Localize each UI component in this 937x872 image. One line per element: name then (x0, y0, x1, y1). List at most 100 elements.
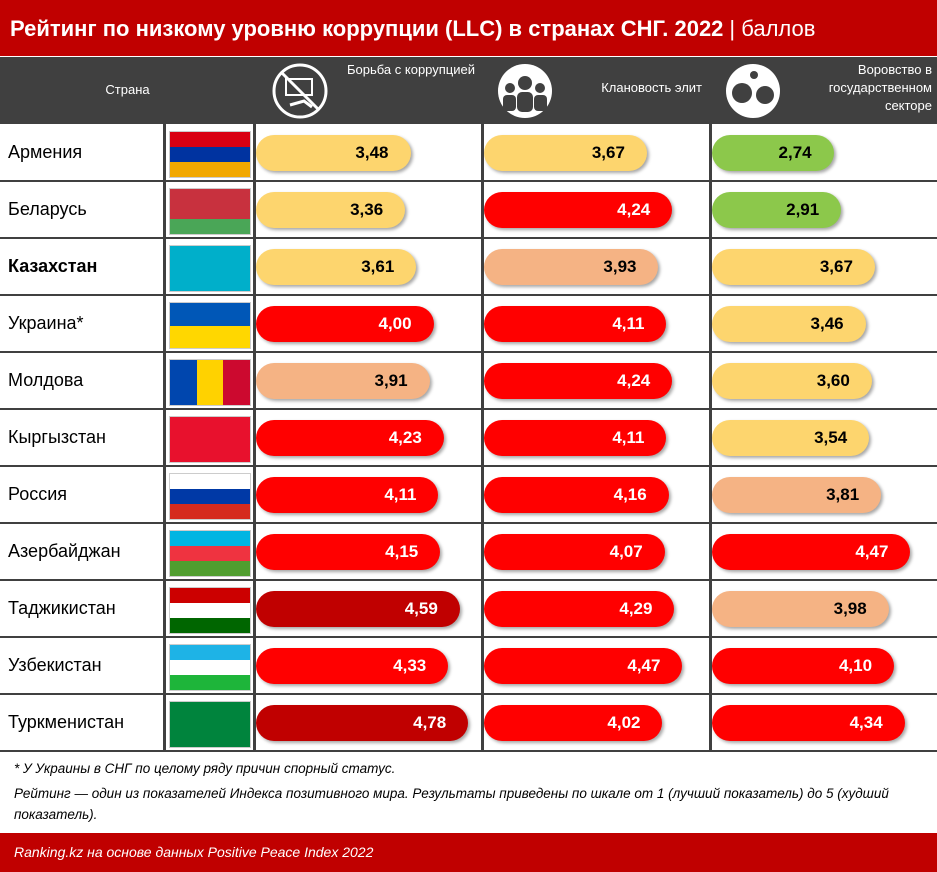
bar (256, 705, 469, 741)
category-label: Туркменистан (8, 712, 125, 732)
bar (712, 363, 872, 399)
value-label: 4,59 (404, 599, 438, 618)
value-label: 4,29 (619, 599, 653, 618)
source: Ranking.kz на основе данных Positive Pea… (0, 833, 937, 872)
row: Узбекистан 4,33 4,47 4,10 (0, 638, 937, 695)
bar (712, 534, 911, 570)
bar (256, 477, 439, 513)
value-label: 3,54 (814, 428, 848, 447)
flag (169, 587, 251, 634)
bar (712, 420, 870, 456)
bar (712, 705, 905, 741)
category-header: Страна (105, 82, 150, 97)
flag (169, 131, 251, 178)
note: Рейтинг — один из показателей Индекса по… (14, 786, 889, 822)
bar (712, 192, 842, 228)
value-label: 3,60 (816, 371, 850, 390)
flag (169, 245, 251, 292)
row: Кыргызстан 4,23 4,11 3,54 (0, 410, 937, 467)
category-label: Молдова (8, 370, 84, 390)
bar (256, 363, 430, 399)
row: Молдова 3,91 4,24 3,60 (0, 353, 937, 410)
value-label: 4,11 (612, 428, 645, 447)
value-label: 3,61 (361, 257, 395, 276)
bar (484, 420, 667, 456)
flag (169, 302, 251, 349)
bar (256, 534, 441, 570)
value-label: 4,11 (612, 314, 645, 333)
category-label: Украина* (8, 313, 84, 333)
value-label: 4,02 (607, 713, 641, 732)
value-label: 4,15 (385, 542, 419, 561)
bar (256, 306, 434, 342)
bar (256, 648, 449, 684)
bar (712, 135, 834, 171)
series-name: Воровство в государственном секторе (828, 62, 932, 113)
column-separator (253, 57, 256, 752)
value-label: 3,98 (833, 599, 867, 618)
bar (712, 477, 882, 513)
title: Рейтинг по низкому уровню коррупции (LLC… (10, 16, 724, 41)
bar (256, 591, 460, 627)
title-bar: Рейтинг по низкому уровню коррупции (LLC… (0, 0, 937, 56)
row: Таджикистан 4,59 4,29 3,98 (0, 581, 937, 638)
bar (484, 192, 673, 228)
bar (712, 591, 889, 627)
bar (484, 363, 673, 399)
flag (169, 701, 251, 748)
column-separator (709, 57, 712, 752)
category-label: Армения (8, 142, 83, 162)
unit: | баллов (729, 16, 816, 41)
bar (484, 135, 647, 171)
value-label: 2,91 (786, 200, 820, 219)
row: Туркменистан 4,78 4,02 4,34 (0, 695, 937, 752)
bar (484, 591, 675, 627)
value-label: 4,47 (627, 656, 661, 675)
value-label: 4,16 (613, 485, 647, 504)
value-label: 4,34 (849, 713, 883, 732)
bar (484, 306, 667, 342)
row: Армения 3,48 3,67 2,74 (0, 125, 937, 182)
flag (169, 644, 251, 691)
row: Россия 4,11 4,16 3,81 (0, 467, 937, 524)
category-label: Казахстан (8, 256, 98, 276)
value-label: 3,81 (826, 485, 860, 504)
value-label: 3,91 (374, 371, 408, 390)
value-label: 3,46 (810, 314, 844, 333)
category-label: Россия (8, 484, 68, 504)
value-label: 4,10 (838, 656, 873, 675)
flag (169, 416, 251, 463)
row: Азербайджан 4,15 4,07 4,47 (0, 524, 937, 581)
category-label: Кыргызстан (8, 427, 106, 447)
value-label: 4,11 (384, 485, 417, 504)
value-label: 4,00 (378, 314, 412, 333)
value-label: 3,67 (819, 257, 853, 276)
value-label: 3,93 (603, 257, 637, 276)
bar (712, 306, 866, 342)
value-label: 4,07 (609, 542, 643, 561)
value-label: 3,36 (350, 200, 384, 219)
bar (484, 705, 663, 741)
value-label: 4,33 (393, 656, 427, 675)
value-label: 4,23 (388, 428, 422, 447)
flag (169, 473, 251, 520)
flag (169, 188, 251, 235)
category-label: Таджикистан (8, 598, 116, 618)
bar (712, 648, 895, 684)
icon (726, 64, 780, 118)
value-label: 2,74 (778, 143, 812, 162)
row: Казахстан 3,61 3,93 3,67 (0, 239, 937, 296)
row: Беларусь 3,36 4,24 2,91 (0, 182, 937, 239)
flag (169, 359, 251, 406)
bar (256, 135, 411, 171)
bar (256, 420, 444, 456)
bar (256, 192, 406, 228)
row: Украина* 4,00 4,11 3,46 (0, 296, 937, 353)
icon (272, 63, 328, 119)
bar (712, 249, 875, 285)
series-name: Борьба с коррупцией (347, 62, 475, 77)
value-label: 4,24 (617, 200, 651, 219)
bar (256, 249, 417, 285)
category-label: Беларусь (8, 199, 87, 219)
